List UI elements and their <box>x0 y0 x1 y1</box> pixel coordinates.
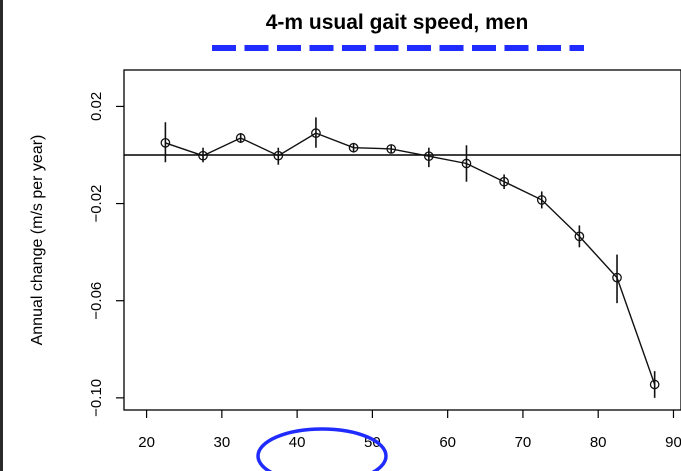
series-line <box>165 132 656 385</box>
data-point <box>311 128 321 138</box>
data-point <box>235 133 246 143</box>
highlight-ellipse <box>256 427 388 471</box>
y-tick-label: 0.02 <box>88 92 105 121</box>
data-series <box>124 117 681 398</box>
x-tick-label: 30 <box>214 434 231 451</box>
x-tick-label: 20 <box>138 434 155 451</box>
data-point <box>423 151 434 162</box>
data-point <box>461 158 472 169</box>
data-point <box>612 272 622 283</box>
left-border <box>0 0 3 471</box>
x-tick-label: 70 <box>515 434 532 451</box>
axis-ticks: 20 30 40 50 60 70 80 900.02−0.02−0.06−0.10 <box>88 92 681 451</box>
chart-title: 4-m usual gait speed, men <box>266 11 529 34</box>
data-point <box>348 142 359 153</box>
plot-frame <box>123 69 681 411</box>
x-tick-label: 90 <box>665 434 681 451</box>
data-point <box>386 144 397 154</box>
y-tick-label: −0.10 <box>88 379 105 417</box>
data-point <box>499 176 509 187</box>
data-point <box>160 138 171 148</box>
data-point <box>536 195 547 205</box>
data-point <box>649 379 660 390</box>
data-point <box>574 231 585 242</box>
x-tick-label: 60 <box>439 434 456 451</box>
x-tick-label: 40 <box>289 434 306 451</box>
data-point <box>273 150 284 161</box>
x-tick-label: 80 <box>590 434 607 451</box>
data-point <box>198 150 208 161</box>
y-tick-label: −0.02 <box>88 185 105 223</box>
y-tick-label: −0.06 <box>88 282 105 320</box>
y-axis-label: Annual change (m/s per year) <box>29 135 46 346</box>
